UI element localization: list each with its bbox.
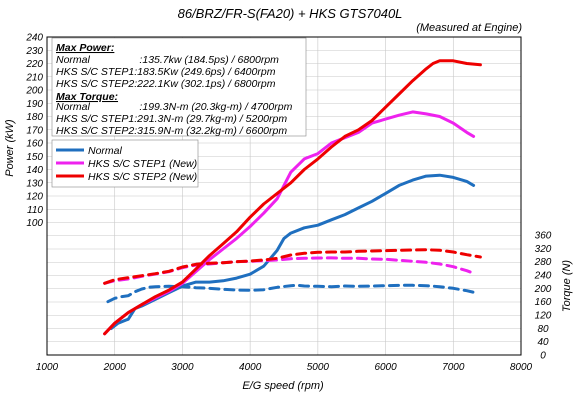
- series-lines: [103, 59, 482, 336]
- torque-tick-label: 360: [535, 231, 552, 242]
- torque-tick-label: 120: [535, 311, 552, 322]
- torque-tick-label: 0: [540, 351, 546, 362]
- power-tick-label: 100: [26, 218, 43, 229]
- x-tick-label: 4000: [239, 362, 262, 373]
- x-tick-label: 5000: [307, 362, 330, 373]
- annotation-box-frame: [51, 37, 307, 137]
- max-power-step1: HKS S/C STEP1:183.5Kw (249.6ps) / 6400rp…: [56, 66, 276, 78]
- max-torque-step1: HKS S/C STEP1:291.3N-m (29.7kg-m) / 5200…: [56, 113, 287, 125]
- max-power-step2: HKS S/C STEP2:222.1Kw (302.1ps) / 6800rp…: [56, 78, 276, 90]
- legend-label-step2: HKS S/C STEP2 (New): [88, 171, 197, 183]
- power-ticks: 100 110 120 130 140 150 160 170 180 190 200 210 220 2…: [25, 33, 43, 230]
- x-ticks: 1000 2000 3000 4000 5000 6000 7000 8000: [36, 362, 533, 373]
- max-torque-normal: Normal :199.3N-m (20.3kg-m) / 4700rpm: [56, 101, 293, 113]
- power-tick-label: 120: [26, 192, 43, 203]
- series-line-power-4: [103, 59, 482, 336]
- legend-label-step1: HKS S/C STEP1 (New): [88, 158, 197, 170]
- x-tick-label: 2000: [103, 362, 127, 373]
- x-tick-label: 6000: [374, 362, 397, 373]
- power-tick-label: 160: [26, 139, 43, 150]
- x-tick-label: 3000: [171, 362, 194, 373]
- series-line-torque-1: [106, 283, 476, 304]
- x-tick-label: 1000: [36, 362, 59, 373]
- power-tick-label: 170: [26, 125, 43, 136]
- annotation-box: Max Power: Normal :135.7kw (184.5ps) / 6…: [51, 37, 307, 137]
- chart-title: 86/BRZ/FR-S(FA20) + HKS GTS7040L: [178, 6, 403, 21]
- power-tick-label: 180: [26, 112, 43, 123]
- torque-tick-label: 40: [537, 337, 549, 348]
- max-torque-step2: HKS S/C STEP2:315.9N-m (32.2kg-m) / 6600…: [56, 125, 287, 137]
- power-tick-label: 220: [25, 59, 43, 70]
- power-tick-label: 140: [26, 165, 43, 176]
- chart-subtitle: (Measured at Engine): [416, 22, 522, 34]
- power-tick-label: 190: [26, 99, 43, 110]
- torque-tick-label: 160: [535, 297, 552, 308]
- power-tick-label: 110: [27, 205, 43, 216]
- max-power-header: Max Power:: [56, 42, 114, 54]
- y-axis-label-torque: Torque (N): [561, 260, 573, 313]
- series-line-torque-5: [103, 248, 482, 285]
- power-tick-label: 150: [26, 152, 43, 163]
- x-tick-label: 8000: [510, 362, 533, 373]
- power-tick-label: 240: [25, 33, 43, 44]
- legend-label-normal: Normal: [88, 145, 123, 157]
- torque-tick-label: 80: [537, 324, 549, 335]
- max-power-normal: Normal :135.7kw (184.5ps) / 6800rpm: [56, 54, 279, 66]
- torque-tick-label: 320: [535, 244, 552, 255]
- torque-tick-label: 280: [534, 257, 552, 268]
- x-tick-label: 7000: [442, 362, 465, 373]
- power-tick-label: 230: [25, 46, 43, 57]
- plot-frame: [46, 36, 522, 356]
- power-tick-label: 130: [26, 178, 43, 189]
- torque-ticks: 0 40 80 120 160 200 240 280 320 360: [534, 231, 552, 362]
- power-tick-label: 200: [25, 86, 43, 97]
- x-axis-label: E/G speed (rpm): [242, 380, 324, 392]
- torque-tick-label: 200: [534, 284, 552, 295]
- torque-tick-label: 240: [534, 271, 552, 282]
- max-torque-header: Max Torque:: [56, 91, 118, 103]
- power-tick-label: 210: [25, 72, 43, 83]
- legend: Normal HKS S/C STEP1 (New) HKS S/C STEP2…: [51, 139, 199, 188]
- y-axis-label-power: Power (kW): [4, 119, 16, 177]
